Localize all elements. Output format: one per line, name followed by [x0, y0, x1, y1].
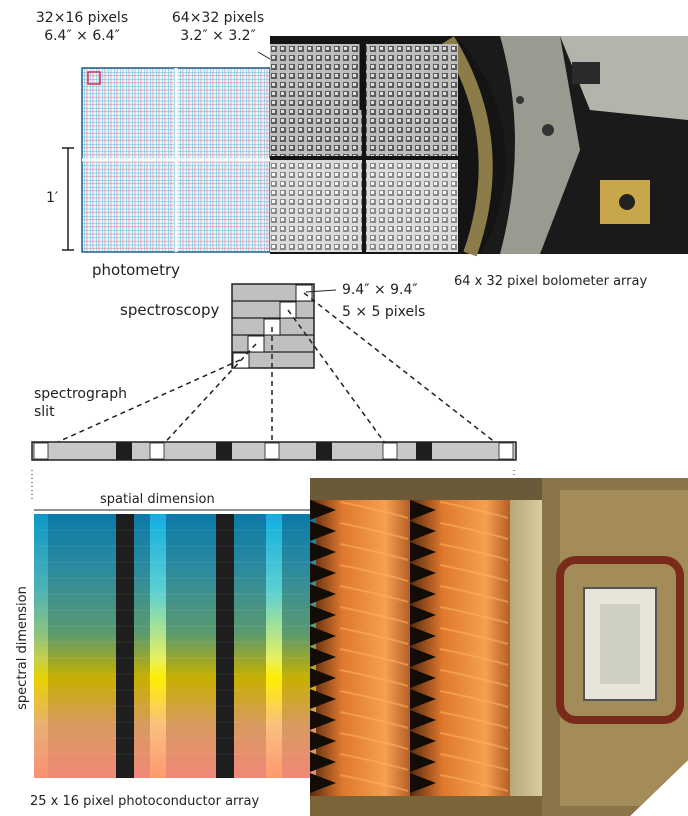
slit-label-1: spectrograph — [34, 386, 127, 402]
tooth-shadow — [310, 626, 336, 646]
tooth-shadow — [410, 731, 436, 751]
tooth-shadow — [410, 773, 436, 793]
tooth-shadow — [410, 626, 436, 646]
tooth-highlight — [339, 522, 409, 540]
tooth-highlight — [439, 669, 509, 687]
slit-label-2: slit — [34, 404, 55, 420]
tooth-highlight — [439, 627, 509, 645]
tooth-shadow — [310, 668, 336, 688]
spectral-dimension-label: spectral dimension — [15, 586, 30, 710]
tooth-highlight — [439, 501, 509, 519]
scale-label: 1′ — [46, 190, 59, 206]
spectroscopy-slicer — [39, 283, 506, 451]
pixel-highlight-red — [87, 71, 101, 85]
tooth-shadow — [310, 752, 336, 772]
tooth-highlight — [439, 732, 509, 750]
tooth-highlight — [339, 627, 409, 645]
tooth-shadow — [310, 584, 336, 604]
tooth-highlight — [439, 774, 509, 792]
tooth-highlight — [339, 774, 409, 792]
tooth-shadow — [310, 731, 336, 751]
tooth-shadow — [410, 542, 436, 562]
tooth-highlight — [439, 690, 509, 708]
tooth-highlight — [339, 543, 409, 561]
tooth-shadow — [310, 521, 336, 541]
left-pixel-label-1: 32×16 pixels — [35, 10, 129, 26]
tooth-shadow — [410, 668, 436, 688]
tooth-highlight — [339, 711, 409, 729]
tooth-highlight — [339, 690, 409, 708]
tooth-highlight — [339, 732, 409, 750]
tooth-highlight — [439, 522, 509, 540]
photometry-grid — [81, 51, 283, 253]
tooth-shadow — [310, 605, 336, 625]
photoconductor-array-photo — [310, 478, 688, 816]
tooth-shadow — [410, 689, 436, 709]
photoconductor-teeth — [310, 500, 509, 793]
spectral-array — [34, 514, 316, 778]
tooth-highlight — [439, 585, 509, 603]
tooth-highlight — [339, 648, 409, 666]
tooth-highlight — [439, 564, 509, 582]
scale-bar — [62, 147, 74, 251]
tooth-highlight — [339, 753, 409, 771]
tooth-shadow — [410, 521, 436, 541]
tooth-shadow — [310, 563, 336, 583]
tooth-highlight — [339, 564, 409, 582]
tooth-highlight — [339, 606, 409, 624]
tooth-shadow — [310, 710, 336, 730]
tooth-highlight — [339, 669, 409, 687]
bolometer-caption: 64 x 32 pixel bolometer array — [454, 274, 648, 289]
tooth-highlight — [439, 606, 509, 624]
tooth-highlight — [339, 501, 409, 519]
tooth-shadow — [410, 752, 436, 772]
tooth-shadow — [310, 647, 336, 667]
spec-pixel-label-2: 5 × 5 pixels — [342, 304, 426, 320]
right-pixel-label-1: 64×32 pixels — [171, 10, 265, 26]
tooth-shadow — [410, 647, 436, 667]
photoconductor-caption: 25 x 16 pixel photoconductor array — [30, 794, 260, 809]
bolometer-array-photo — [270, 36, 688, 257]
tooth-shadow — [410, 500, 436, 520]
tooth-shadow — [410, 563, 436, 583]
tooth-highlight — [439, 648, 509, 666]
tooth-shadow — [310, 689, 336, 709]
tooth-shadow — [410, 710, 436, 730]
spectrograph-slit — [31, 441, 517, 500]
tooth-highlight — [439, 543, 509, 561]
tooth-shadow — [310, 773, 336, 793]
left-pixel-label-2: 6.4″ × 6.4″ — [44, 28, 120, 44]
spec-pixel-label-1: 9.4″ × 9.4″ — [342, 282, 418, 298]
tooth-shadow — [310, 542, 336, 562]
tooth-shadow — [410, 605, 436, 625]
tooth-shadow — [310, 500, 336, 520]
tooth-highlight — [339, 585, 409, 603]
tooth-highlight — [439, 711, 509, 729]
right-pixel-label-2: 3.2″ × 3.2″ — [180, 28, 256, 44]
tooth-shadow — [410, 584, 436, 604]
photometry-label: photometry — [92, 261, 181, 279]
spectroscopy-label: spectroscopy — [120, 301, 220, 319]
tooth-highlight — [439, 753, 509, 771]
spatial-dimension-label: spatial dimension — [100, 492, 215, 507]
